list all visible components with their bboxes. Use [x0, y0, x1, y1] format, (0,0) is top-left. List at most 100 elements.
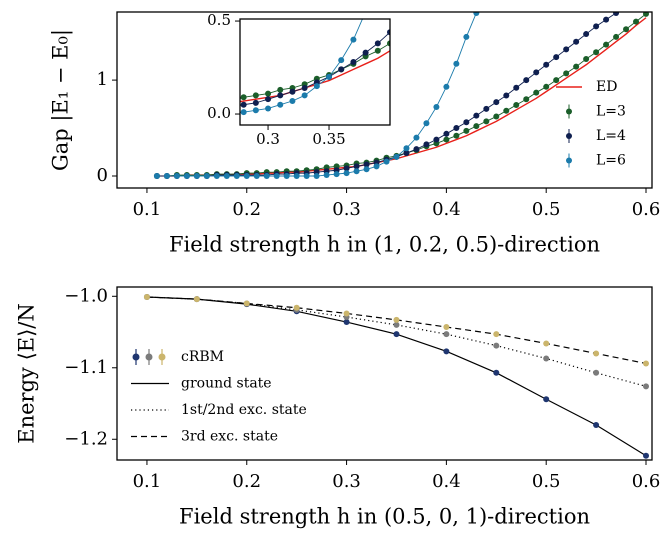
data-point — [277, 86, 284, 93]
data-point — [362, 49, 369, 56]
data-point — [343, 170, 350, 177]
data-point — [192, 107, 198, 113]
data-point — [313, 173, 320, 180]
legend-label: ED — [596, 79, 617, 95]
data-point — [503, 107, 510, 114]
data-point — [443, 324, 450, 331]
data-point — [223, 173, 230, 180]
data-point — [643, 383, 650, 390]
data-point — [253, 173, 260, 180]
data-point — [350, 58, 357, 65]
data-point — [33, 111, 39, 117]
plot-area — [153, 12, 650, 180]
series-line — [146, 296, 647, 387]
data-point — [277, 101, 284, 108]
data-point — [143, 105, 149, 111]
data-point — [463, 127, 470, 134]
data-point — [543, 355, 550, 362]
data-point — [153, 173, 160, 180]
x-tick-label: 0.6 — [632, 471, 661, 492]
data-point — [265, 96, 272, 103]
axes-frame — [116, 11, 653, 189]
data-point — [413, 134, 420, 141]
data-point — [423, 120, 430, 127]
x-tick-label: 0.5 — [532, 199, 561, 220]
data-point — [523, 77, 530, 84]
data-point — [473, 12, 480, 16]
x-tick-label: 0.2 — [232, 471, 261, 492]
data-point — [583, 31, 590, 38]
data-point — [443, 130, 450, 137]
data-point — [433, 136, 440, 143]
data-point — [265, 90, 272, 97]
y-tick-label: 0.5 — [207, 11, 231, 29]
data-point — [252, 99, 259, 106]
data-point — [193, 296, 200, 303]
data-point — [107, 111, 113, 117]
data-point — [603, 16, 610, 23]
data-point — [131, 109, 137, 115]
x-tick-label: 0.5 — [532, 471, 561, 492]
legend-label: cRBM — [181, 349, 224, 365]
data-point — [573, 38, 580, 45]
x-tick-label: 0.6 — [632, 199, 661, 220]
data-point — [543, 61, 550, 68]
data-point — [326, 73, 333, 80]
data-point — [593, 369, 600, 376]
data-point — [180, 111, 186, 117]
data-point — [313, 83, 320, 90]
y-tick-label: −1.0 — [64, 285, 108, 306]
inset-background — [240, 19, 390, 125]
data-point — [493, 342, 500, 349]
data-point — [563, 70, 570, 77]
data-point — [633, 18, 640, 25]
data-point — [289, 88, 296, 95]
series-line — [240, 19, 363, 114]
data-point — [131, 107, 137, 113]
data-point — [240, 94, 247, 101]
data-point — [301, 92, 308, 99]
legend-label: ground state — [181, 376, 272, 392]
data-point — [593, 23, 600, 30]
legend-label: L=3 — [596, 104, 626, 120]
data-point — [155, 111, 161, 117]
data-point — [443, 136, 450, 143]
data-point — [155, 105, 161, 111]
data-point — [343, 165, 350, 172]
data-point — [513, 102, 520, 109]
data-point — [301, 84, 308, 91]
data-point — [643, 452, 650, 459]
data-point — [203, 173, 210, 180]
data-point — [107, 109, 113, 115]
data-point — [443, 348, 450, 355]
data-point — [553, 77, 560, 84]
legend-marker — [566, 108, 572, 115]
data-point — [493, 113, 500, 120]
data-point — [94, 111, 100, 117]
data-point — [293, 173, 300, 180]
data-point — [393, 153, 400, 160]
data-point — [473, 112, 480, 119]
legend-marker — [132, 353, 140, 361]
x-axis-label: Field strength h in (1, 0.2, 0.5)-direct… — [169, 233, 600, 257]
data-point — [374, 47, 381, 54]
legend-label: 3rd exc. state — [181, 429, 278, 445]
data-point — [192, 111, 198, 117]
data-point — [503, 92, 510, 99]
data-point — [399, 33, 405, 39]
x-tick-label: 0.35 — [312, 130, 345, 148]
data-point — [593, 49, 600, 56]
legend-marker — [158, 353, 166, 361]
data-point — [213, 173, 220, 180]
y-tick-label: −1.2 — [64, 428, 108, 449]
legend-label: 1st/2nd exc. state — [181, 402, 307, 418]
data-point — [131, 111, 137, 117]
data-point — [167, 109, 173, 115]
data-point — [443, 331, 450, 338]
data-point — [303, 173, 310, 180]
data-point — [436, 5, 442, 11]
data-point — [353, 168, 360, 175]
data-point — [173, 173, 180, 180]
data-point — [483, 118, 490, 125]
